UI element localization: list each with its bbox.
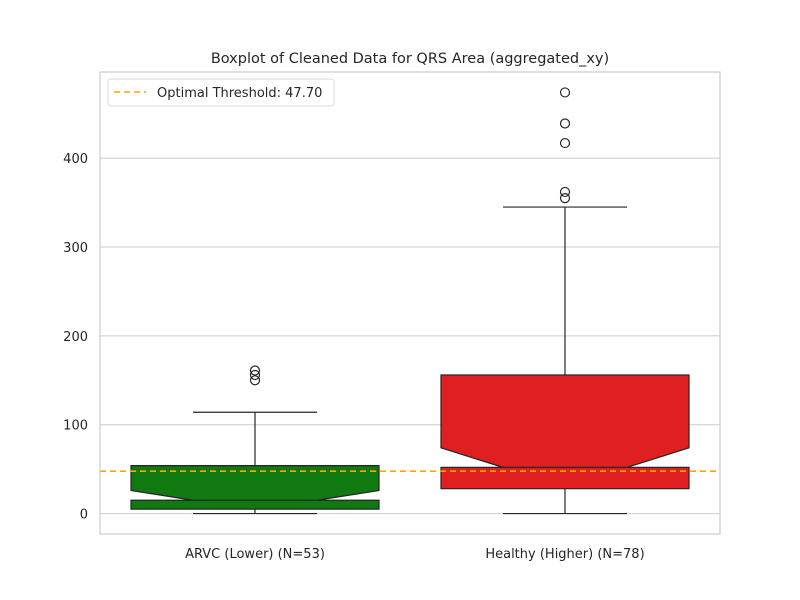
y-tick-label: 400 (63, 152, 88, 167)
outlier-point (249, 365, 261, 376)
outlier-point (559, 137, 571, 149)
x-tick-label: ARVC (Lower) (N=53) (185, 547, 325, 562)
y-tick-label: 0 (80, 508, 88, 523)
outlier-point (249, 369, 261, 381)
notched-box (130, 464, 380, 510)
outlier-point (559, 87, 571, 98)
y-tick-label: 100 (63, 419, 88, 434)
x-tick-label: Healthy (Higher) (N=78) (485, 547, 644, 562)
plot-frame (99, 71, 721, 535)
outlier-point (559, 186, 571, 198)
outlier-point (559, 118, 571, 129)
outlier-point (559, 193, 571, 204)
legend-threshold-label: Optimal Threshold: 47.70 (157, 86, 322, 101)
notched-box (440, 374, 690, 490)
y-tick-label: 200 (63, 330, 88, 345)
outlier-point (249, 375, 261, 386)
y-tick-label: 300 (63, 241, 88, 256)
legend-box (107, 78, 335, 107)
chart-title: Boxplot of Cleaned Data for QRS Area (ag… (211, 51, 609, 67)
